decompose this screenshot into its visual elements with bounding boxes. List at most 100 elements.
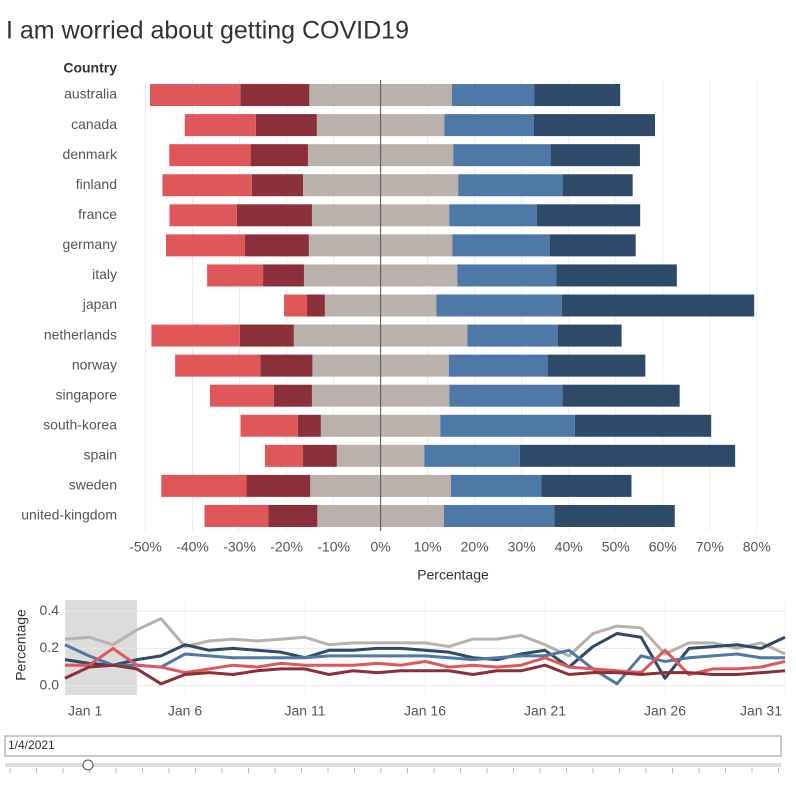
x-tick-label: -50% (129, 539, 162, 555)
date-filter-box[interactable] (4, 735, 782, 757)
bar-segment (244, 234, 309, 257)
y-tick-label: australia (64, 86, 117, 102)
x-tick-label: -20% (270, 539, 303, 555)
x-tick-label: 70% (696, 539, 724, 555)
bar-segment (307, 294, 325, 317)
bar-segment (169, 204, 237, 227)
bar-segment (236, 204, 312, 227)
line-series (64, 663, 786, 686)
y-tick-label: denmark (63, 146, 118, 162)
bar-segment (449, 204, 537, 227)
slider-track (5, 763, 781, 773)
bar-segment (533, 114, 655, 137)
bar-segment (246, 474, 311, 497)
x-tick-label: 30% (508, 539, 536, 555)
bar-segment (424, 444, 520, 467)
bar-segment (449, 384, 563, 407)
bar-segment (440, 414, 575, 437)
x-tick-label: Jan 1 (68, 703, 102, 719)
y-tick-label: spain (84, 447, 117, 463)
bar-segment (297, 414, 321, 437)
bar-segment (541, 474, 632, 497)
chart-title: I am worried about getting COVID19 (6, 17, 409, 45)
y-tick-label: singapore (56, 386, 118, 402)
x-tick-label: Jan 21 (524, 703, 566, 719)
bar-segment (283, 294, 308, 317)
x-tick-label: -40% (176, 539, 209, 555)
bar-segment (549, 234, 636, 257)
line-series (64, 632, 786, 680)
y-tick-label: south-korea (43, 416, 117, 432)
date-filter-value: 1/4/2021 (8, 738, 55, 752)
bar-segment (548, 354, 646, 377)
bar-segment (250, 144, 308, 167)
x-tick-label: Jan 31 (740, 703, 782, 719)
bar-segment (165, 234, 245, 257)
bar-segment (240, 84, 310, 107)
y-tick-label: 0.0 (40, 676, 60, 692)
y-tick-label: canada (71, 116, 117, 132)
y-tick-label: 0.4 (40, 602, 60, 618)
bar-segment (240, 414, 298, 437)
y-tick-label: 0.2 (40, 639, 60, 655)
bar-segment (443, 504, 555, 527)
bar-segment (448, 354, 549, 377)
bar-segment (209, 384, 274, 407)
x-tick-label: Jan 16 (404, 703, 446, 719)
bar-segment (436, 294, 562, 317)
bar-segment (207, 264, 264, 287)
highlight-range (65, 600, 137, 695)
bar-segment (151, 324, 240, 347)
bar-segment (562, 174, 633, 197)
bar-segment (536, 204, 641, 227)
x-tick-label: 60% (649, 539, 677, 555)
x-axis-label: Percentage (417, 567, 489, 583)
bar-segment (169, 144, 251, 167)
bar-segment (554, 504, 675, 527)
bar-segment (534, 84, 621, 107)
bar-segment (239, 324, 294, 347)
y-tick-label: finland (76, 176, 117, 192)
bar-segment (451, 84, 535, 107)
y-tick-label: united-kingdom (21, 507, 117, 523)
bar-segment (574, 414, 712, 437)
bar-segment (255, 114, 317, 137)
x-tick-label: Jan 6 (168, 703, 202, 719)
bar-segment (556, 264, 677, 287)
x-tick-label: 40% (555, 539, 583, 555)
y-tick-label: germany (63, 236, 117, 252)
bar-segment (161, 474, 247, 497)
bar-segment (251, 174, 304, 197)
slider-thumb[interactable] (82, 759, 94, 771)
y-tick-label: japan (82, 296, 117, 312)
y-tick-label: netherlands (44, 326, 117, 342)
line-series (65, 646, 786, 677)
bar-segment (561, 294, 755, 317)
x-tick-label: Jan 11 (285, 703, 326, 719)
line-series (64, 617, 786, 658)
bar-segment (184, 114, 256, 137)
y-tick-label: france (78, 206, 117, 222)
line-series (64, 643, 785, 686)
bar-segment (458, 174, 563, 197)
bar-segment (264, 444, 304, 467)
bar-segment (562, 384, 680, 407)
bar-segment (268, 504, 318, 527)
y-tick-label: norway (72, 356, 117, 372)
bar-segment (175, 354, 261, 377)
bar-segment (519, 444, 736, 467)
bar-segment (557, 324, 622, 347)
x-tick-label: 50% (602, 539, 630, 555)
slider-bar (5, 763, 781, 767)
bar-segment (550, 144, 640, 167)
bar-segment (303, 444, 337, 467)
x-tick-label: 20% (461, 539, 489, 555)
x-tick-label: Jan 26 (644, 703, 686, 719)
bar-segment (450, 474, 542, 497)
column-header: Country (63, 60, 117, 76)
bar-segment (453, 144, 551, 167)
bar-segment (149, 84, 241, 107)
bar-segment (204, 504, 269, 527)
x-tick-label: -30% (223, 539, 256, 555)
